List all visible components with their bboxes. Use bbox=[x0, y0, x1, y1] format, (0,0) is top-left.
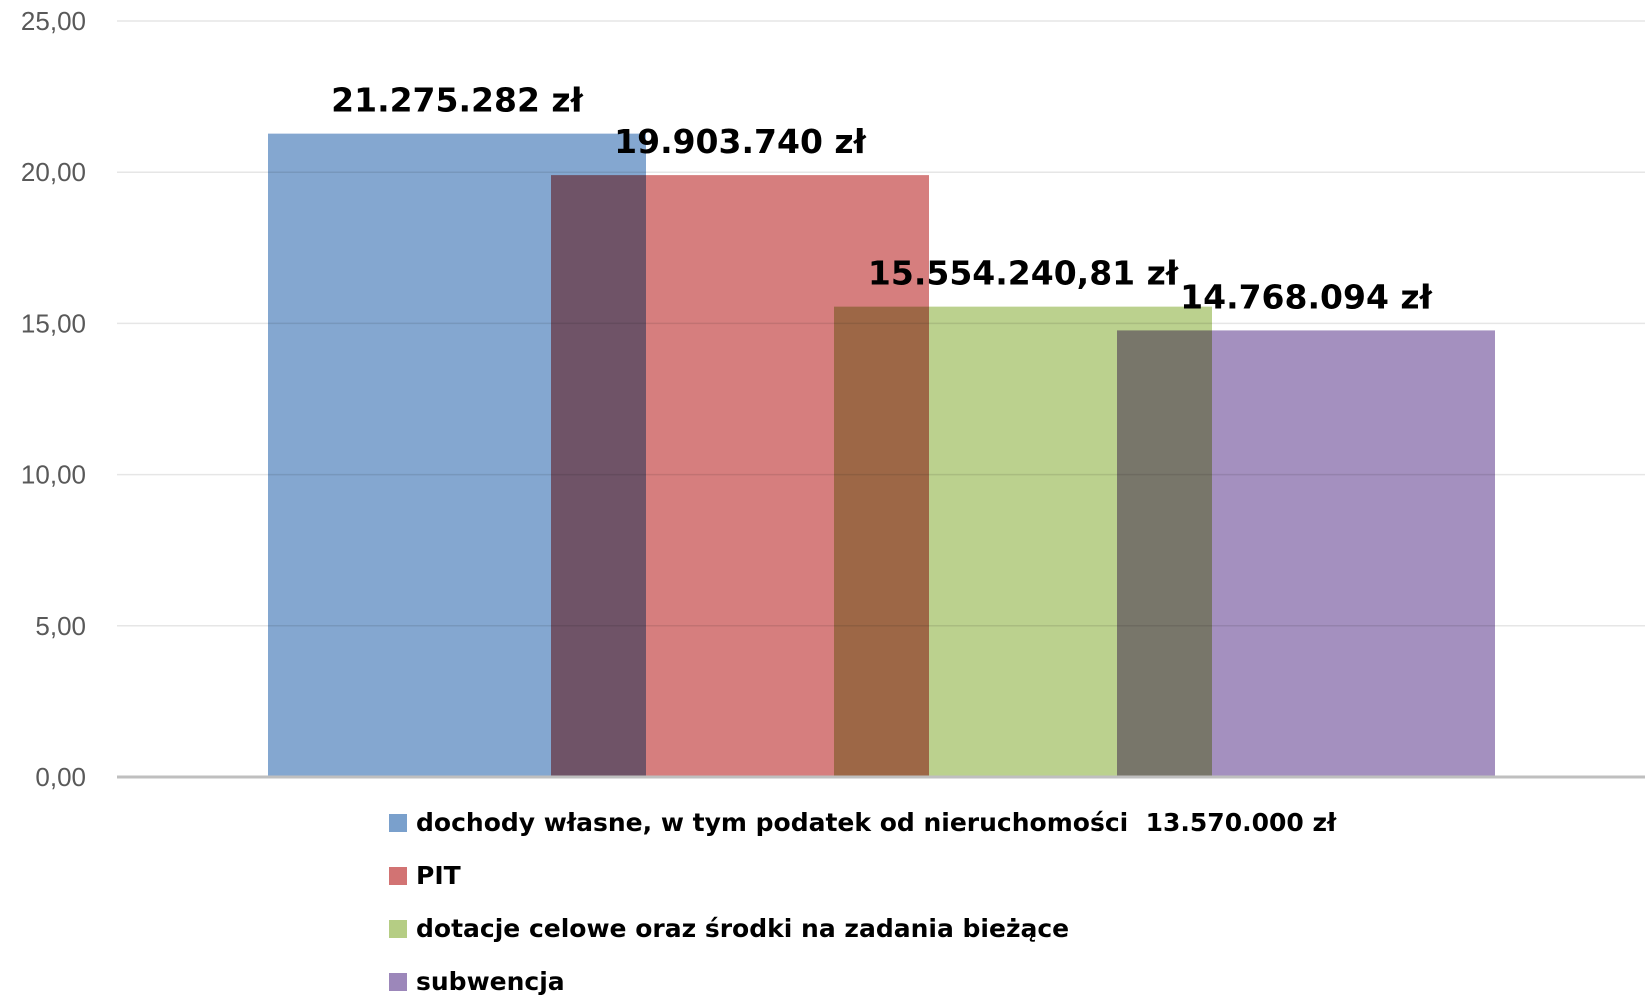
legend-item: subwencja bbox=[389, 955, 1336, 1008]
legend-swatch bbox=[389, 813, 407, 832]
data-label: 21.275.282 zł bbox=[331, 81, 583, 120]
y-tick-label: 25,00 bbox=[21, 6, 86, 36]
legend-label: PIT bbox=[416, 861, 461, 890]
y-tick-label: 10,00 bbox=[21, 460, 86, 490]
legend-label: dochody własne, w tym podatek od nieruch… bbox=[416, 808, 1337, 837]
y-axis-ticks: 0,00 5,00 10,00 15,00 20,00 25,00 bbox=[21, 6, 86, 792]
y-tick-label: 5,00 bbox=[35, 611, 86, 641]
data-label: 19.903.740 zł bbox=[614, 122, 866, 161]
data-labels: 21.275.282 zł 19.903.740 zł 15.554.240,81 … bbox=[331, 81, 1432, 317]
legend-label: subwencja bbox=[416, 967, 565, 996]
y-tick-label: 0,00 bbox=[35, 762, 86, 792]
legend-swatch bbox=[389, 972, 407, 991]
data-label: 15.554.240,81 zł bbox=[868, 254, 1179, 293]
bars bbox=[268, 133, 1495, 777]
legend: dochody własne, w tym podatek od nieruch… bbox=[389, 796, 1336, 1008]
legend-label: dotacje celowe oraz środki na zadania bi… bbox=[416, 914, 1070, 943]
y-tick-label: 20,00 bbox=[21, 157, 86, 187]
legend-item: PIT bbox=[389, 849, 1336, 902]
legend-item: dochody własne, w tym podatek od nieruch… bbox=[389, 796, 1336, 849]
y-tick-label: 15,00 bbox=[21, 308, 86, 338]
bar bbox=[1117, 330, 1495, 777]
data-label: 14.768.094 zł bbox=[1180, 277, 1432, 316]
legend-swatch bbox=[389, 866, 407, 885]
legend-item: dotacje celowe oraz środki na zadania bi… bbox=[389, 902, 1336, 955]
legend-swatch bbox=[389, 919, 407, 938]
